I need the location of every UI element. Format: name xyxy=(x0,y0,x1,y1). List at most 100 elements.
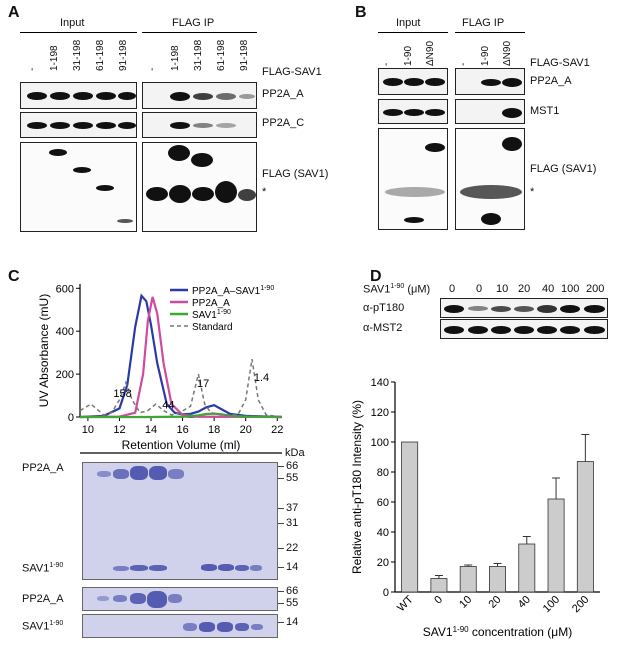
panel-a-lane-ip-3: 31-198 xyxy=(193,39,204,71)
gel-sav1 xyxy=(82,614,278,638)
panel-a-row-flag: FLAG (SAV1) xyxy=(262,168,329,180)
panel-b-star: * xyxy=(530,186,535,198)
bar-20 xyxy=(489,566,506,593)
panel-a-blot-input-pp2a-c xyxy=(20,112,137,138)
sec-x-tick-label: 20 xyxy=(240,424,252,436)
bar-10 xyxy=(459,566,477,593)
sec-x-tick-label: 10 xyxy=(82,424,94,436)
gel-main xyxy=(82,462,278,580)
sec-annotation-1.4: 1.4 xyxy=(254,372,269,384)
bar-x-tick-label: WT xyxy=(395,593,416,614)
bar-0 xyxy=(430,578,448,593)
sec-annotation-44: 44 xyxy=(162,400,174,412)
panel-a-blot-input-flag xyxy=(20,142,137,232)
pt180-bar-chart: 0 20 40 60 80 100 120 140 WT 0 10 20 40 100 200 Relativ… xyxy=(350,377,600,639)
bar-y-tick-label: 80 xyxy=(377,467,389,479)
sec-y-tick-label: 200 xyxy=(56,369,74,381)
sec-legend-label-2: SAV11-90 xyxy=(192,309,231,321)
panel-d-conc-label: SAV11-90 (μM) xyxy=(363,283,431,296)
panel-b-blot-ip-mst1 xyxy=(455,99,525,124)
bar-y-tick-label: 40 xyxy=(377,527,389,539)
gel-main-marker-14: 14 xyxy=(286,561,299,573)
gel-main-label-pp2a-a: PP2A_A xyxy=(22,462,64,474)
bar-x-axis-label: SAV11-90 concentration (μM) xyxy=(423,625,572,639)
panel-b-row-pp2a-a: PP2A_A xyxy=(530,75,572,87)
panel-a-blot-input-pp2a-a xyxy=(20,82,137,109)
panel-a-ip-header: FLAG IP xyxy=(172,17,215,29)
sec-y-tick-label: 0 xyxy=(68,412,74,424)
sec-legend-label-1: PP2A_A xyxy=(192,298,230,309)
panel-b-lane-input-1: - xyxy=(381,62,392,66)
sec-x-tick-label: 22 xyxy=(271,424,283,436)
panel-b-ip-header: FLAG IP xyxy=(462,17,505,29)
gel-sav1-label: SAV11-90 xyxy=(22,620,64,633)
gel-pp2a-label: PP2A_A xyxy=(22,593,64,605)
bar-x-tick-label: 0 xyxy=(432,594,445,607)
panel-a-ip-line xyxy=(142,32,257,33)
sec-y-tick-label: 600 xyxy=(56,283,74,295)
panel-b-blot-input-flag xyxy=(378,128,448,230)
gel-main-marker-37: 37 xyxy=(286,502,299,514)
panel-a-lane-ip-2: 1-198 xyxy=(170,45,181,71)
panel-b-ip-line xyxy=(455,32,525,33)
panel-d-blot-pt180 xyxy=(440,298,608,318)
bar-200 xyxy=(576,461,594,593)
panel-a-star: * xyxy=(262,186,267,198)
bar-40 xyxy=(518,543,536,593)
panel-a-blot-ip-pp2a-c xyxy=(142,112,257,138)
gel-main-kda: kDa xyxy=(285,447,305,459)
bar-x-tick-label: 10 xyxy=(457,594,474,611)
panel-d-conc-100: 100 xyxy=(561,283,580,295)
panel-a-lane-input-1: - xyxy=(27,67,38,71)
panel-b-blot-input-mst1 xyxy=(378,99,448,124)
sec-annotation-17: 17 xyxy=(197,378,209,390)
sec-series-line-0 xyxy=(79,293,283,419)
panel-letter-a: A xyxy=(8,4,20,21)
panel-a-input-line xyxy=(20,32,137,33)
panel-b-lane-ip-2: 1-90 xyxy=(480,45,491,66)
sec-x-tick-label: 18 xyxy=(208,424,220,436)
bar-y-tick-label: 60 xyxy=(377,497,389,509)
bar-y-tick-label: 0 xyxy=(383,587,389,599)
panel-a-lane-ip-5: 91-198 xyxy=(239,39,250,71)
gel-pp2a-marker-55: 55 xyxy=(286,597,299,609)
bar-x-tick-label: 100 xyxy=(541,594,562,615)
panel-b-blot-input-pp2a-a xyxy=(378,68,448,95)
bar-y-tick-label: 100 xyxy=(371,437,389,449)
panel-a-lane-ip-1: - xyxy=(147,67,158,71)
gel-pp2a-marker-66: 66 xyxy=(286,585,299,597)
panel-b-input-line xyxy=(378,32,448,33)
panel-b-lane-ip-1: - xyxy=(458,62,469,66)
panel-a-row-pp2a-c: PP2A_C xyxy=(262,117,305,129)
panel-a-input-header: Input xyxy=(60,17,85,29)
sec-chromatogram: 0 200 400 600 10 12 14 16 18 20 22 Retention Volume… xyxy=(37,283,283,454)
panel-b-row-flag: FLAG (SAV1) xyxy=(530,163,597,175)
bar-y-tick-label: 20 xyxy=(377,557,389,569)
panel-d-row-pt180: α-pT180 xyxy=(363,302,405,314)
panel-letter-d: D xyxy=(370,268,382,285)
panel-d-conc-10: 10 xyxy=(496,283,509,295)
gel-main-marker-22: 22 xyxy=(286,542,299,554)
panel-b-input-header: Input xyxy=(396,17,421,29)
bar-100 xyxy=(547,498,565,593)
panel-a-lane-input-3: 31-198 xyxy=(72,39,83,71)
panel-a-lane-ip-4: 61-198 xyxy=(216,39,227,71)
bar-x-tick-label: 40 xyxy=(516,594,533,611)
panel-a-construct-label: FLAG-SAV1 xyxy=(262,66,322,78)
panel-a-blot-ip-flag xyxy=(142,142,257,232)
panel-d-conc-20: 20 xyxy=(518,283,531,295)
panel-b-blot-ip-flag xyxy=(455,128,525,230)
panel-d-conc-200: 200 xyxy=(586,283,605,295)
panel-a-lane-input-5: 91-198 xyxy=(118,39,129,71)
bar-y-tick-label: 120 xyxy=(371,407,389,419)
panel-b-lane-input-3: ΔN90 xyxy=(425,40,436,66)
sec-legend-label-0: PP2A_A–SAV11-90 xyxy=(192,285,274,297)
sec-legend-label-3: Standard xyxy=(192,322,233,333)
panel-b-construct-label: FLAG-SAV1 xyxy=(530,57,590,69)
bar-x-tick-label: 200 xyxy=(570,594,591,615)
sec-x-tick-label: 12 xyxy=(113,424,125,436)
panel-d-conc-0b: 0 xyxy=(476,283,483,295)
panel-letter-c: C xyxy=(8,268,20,285)
panel-b-row-mst1: MST1 xyxy=(530,105,560,117)
sec-x-axis-label: Retention Volume (ml) xyxy=(122,438,241,452)
